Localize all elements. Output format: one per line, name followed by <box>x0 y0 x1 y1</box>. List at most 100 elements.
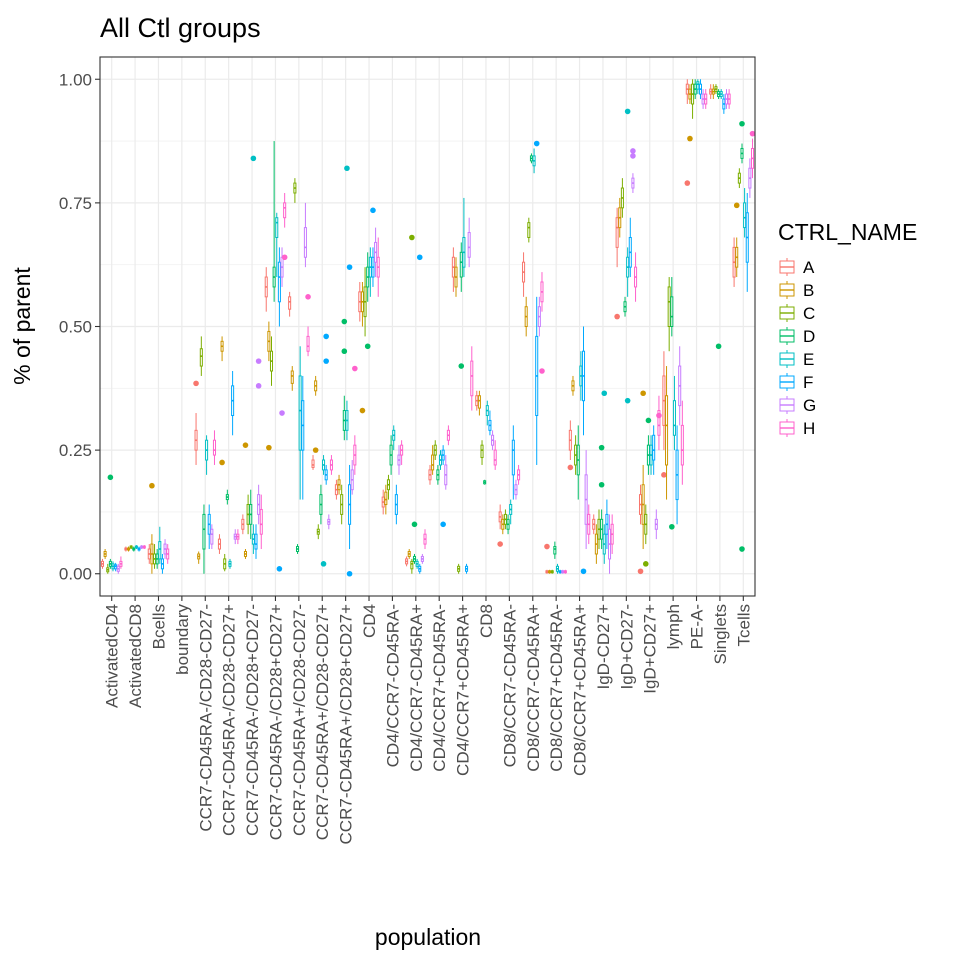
box-CCR7-CD45RA+/CD28-CD27--F <box>301 375 305 500</box>
box-IgD+CD27--D <box>623 296 627 317</box>
box-CD8/CCR7-CD45RA+-D <box>529 153 533 164</box>
y-axis-title: % of parent <box>9 267 35 385</box>
box-body <box>158 541 162 560</box>
box-ActivatedCD4-D <box>107 474 114 569</box>
box-ActivatedCD8-F <box>137 546 141 552</box>
box-CCR7-CD45RA-/CD28-CD27+-H <box>236 529 240 545</box>
x-tick-label: IgD+CD27+ <box>641 604 660 694</box>
box-CD4/CCR7-CD45RA--C <box>386 474 390 500</box>
box-ActivatedCD8-E <box>134 545 138 550</box>
box-outlier <box>458 363 465 369</box>
box-CD8/CCR7-CD45RA--F <box>511 425 515 500</box>
box-outlier <box>614 313 620 320</box>
box-CD4/CCR7+CD45RA--E <box>438 450 443 470</box>
box-Singlets-A <box>709 84 713 100</box>
y-tick-label: 0.75 <box>59 194 92 213</box>
box-CD4/CCR7+CD45RA+-H <box>470 346 474 411</box>
box-outlier <box>250 155 257 162</box>
box-outlier <box>323 333 329 340</box>
box-CD4/CCR7+CD45RA+-F <box>465 563 469 574</box>
legend-item-G: G <box>779 396 816 415</box>
box-outlier <box>497 541 503 547</box>
x-tick-label: CD4/CCR7+CD45RA+ <box>454 604 473 776</box>
box-CD8-G <box>491 430 495 451</box>
box-outlier <box>346 570 353 577</box>
box-body <box>288 296 292 310</box>
legend-item-A: A <box>779 258 815 277</box>
box-IgD+CD27+-C <box>642 504 649 567</box>
box-ActivatedCD4-B <box>103 549 107 559</box>
box-CCR7-CD45RA-/CD28+CD27--B <box>242 442 249 559</box>
box-PE-A--B <box>687 84 693 142</box>
legend-item-C: C <box>779 304 815 323</box>
legend-label: G <box>803 396 816 415</box>
box-body <box>431 454 435 471</box>
box-outlier <box>624 397 631 404</box>
box-outlier <box>219 459 225 466</box>
box-outlier <box>276 566 283 572</box>
box-CCR7-CD45RA-/CD28+CD27--G <box>255 358 262 525</box>
box-body <box>670 296 674 327</box>
box-ActivatedCD4-H <box>119 556 123 569</box>
box-CCR7-CD45RA-/CD28-CD27+-E <box>228 558 232 569</box>
box-outlier <box>601 390 608 397</box>
x-tick-label: Singlets <box>711 604 730 664</box>
x-tick-label: CD4/CCR7+CD45RA- <box>430 604 449 772</box>
box-CCR7-CD45RA-/CD28+CD27+-F <box>276 247 283 572</box>
box-CCR7-CD45RA-/CD28+CD27+-G <box>279 247 285 416</box>
box-ActivatedCD8-B <box>126 546 131 552</box>
legend-title: CTRL_NAME <box>778 219 917 245</box>
x-tick-label: Tcells <box>734 604 753 647</box>
box-CD8/CCR7-CD45RA+-F <box>533 140 540 465</box>
box-CCR7-CD45RA-/CD28-CD27--A <box>193 380 199 465</box>
box-CCR7-CD45RA-/CD28+CD27+-A <box>264 267 268 312</box>
box-CD4-D <box>364 252 371 350</box>
x-tick-label: CD8/CCR7-CD45RA- <box>500 604 519 767</box>
box-lymph-E <box>672 375 676 451</box>
box-IgD-CD27+-D <box>598 444 605 550</box>
box-CCR7-CD45RA+/CD28-CD27+-G <box>327 514 331 530</box>
x-tick-label: CD4 <box>360 604 379 638</box>
box-body <box>696 81 700 90</box>
box-outlier <box>687 135 693 142</box>
box-CD4/CCR7-CD45RA+-C <box>409 234 415 574</box>
box-Bcells-A <box>147 544 151 564</box>
box-PE-A--F <box>698 79 702 100</box>
box-outlier <box>255 358 262 364</box>
box-CCR7-CD45RA-/CD28-CD27--F <box>207 504 211 550</box>
box-outlier <box>598 481 605 488</box>
box-CD8-E <box>485 400 489 426</box>
box-body <box>306 335 310 352</box>
box-outlier <box>305 294 311 300</box>
box-CD8/CCR7-CD45RA--E <box>509 499 513 525</box>
box-CD4/CCR7-CD45RA--H <box>400 440 404 465</box>
box-lymph-B <box>665 366 669 500</box>
box-lymph-D <box>669 277 675 530</box>
box-CD8/CCR7+CD45RA--A <box>544 543 550 574</box>
box-outlier <box>359 407 366 414</box>
box-CCR7-CD45RA-/CD28-CD27+-A <box>217 534 221 554</box>
box-CD8/CCR7+CD45RA--E <box>555 563 560 574</box>
legend-item-F: F <box>779 373 813 392</box>
legend-label: C <box>803 304 815 323</box>
box-CD4/CCR7-CD45RA+-G <box>420 553 424 564</box>
box-CCR7-CD45RA-/CD28-CD27--G <box>210 524 214 550</box>
box-body <box>467 232 471 258</box>
box-body <box>527 222 531 238</box>
x-tick-label: Bcells <box>149 604 168 649</box>
x-tick-label: CD8/CCR7-CD45RA+ <box>524 604 543 772</box>
box-body <box>283 202 287 219</box>
box-CD8/CCR7-CD45RA+-E <box>532 148 536 174</box>
box-body <box>652 434 656 461</box>
box-PE-A--H <box>704 89 708 109</box>
box-outlier <box>533 140 540 147</box>
box-CCR7-CD45RA+/CD28-CD27+-E <box>320 455 327 567</box>
box-CCR7-CD45RA-/CD28+CD27+-E <box>275 212 279 278</box>
box-Singlets-B <box>711 84 715 100</box>
box-CD8-A <box>475 390 479 411</box>
box-IgD+CD27+-D <box>645 417 652 475</box>
box-IgD+CD27+-H <box>656 395 662 451</box>
box-Bcells-D <box>155 549 159 569</box>
